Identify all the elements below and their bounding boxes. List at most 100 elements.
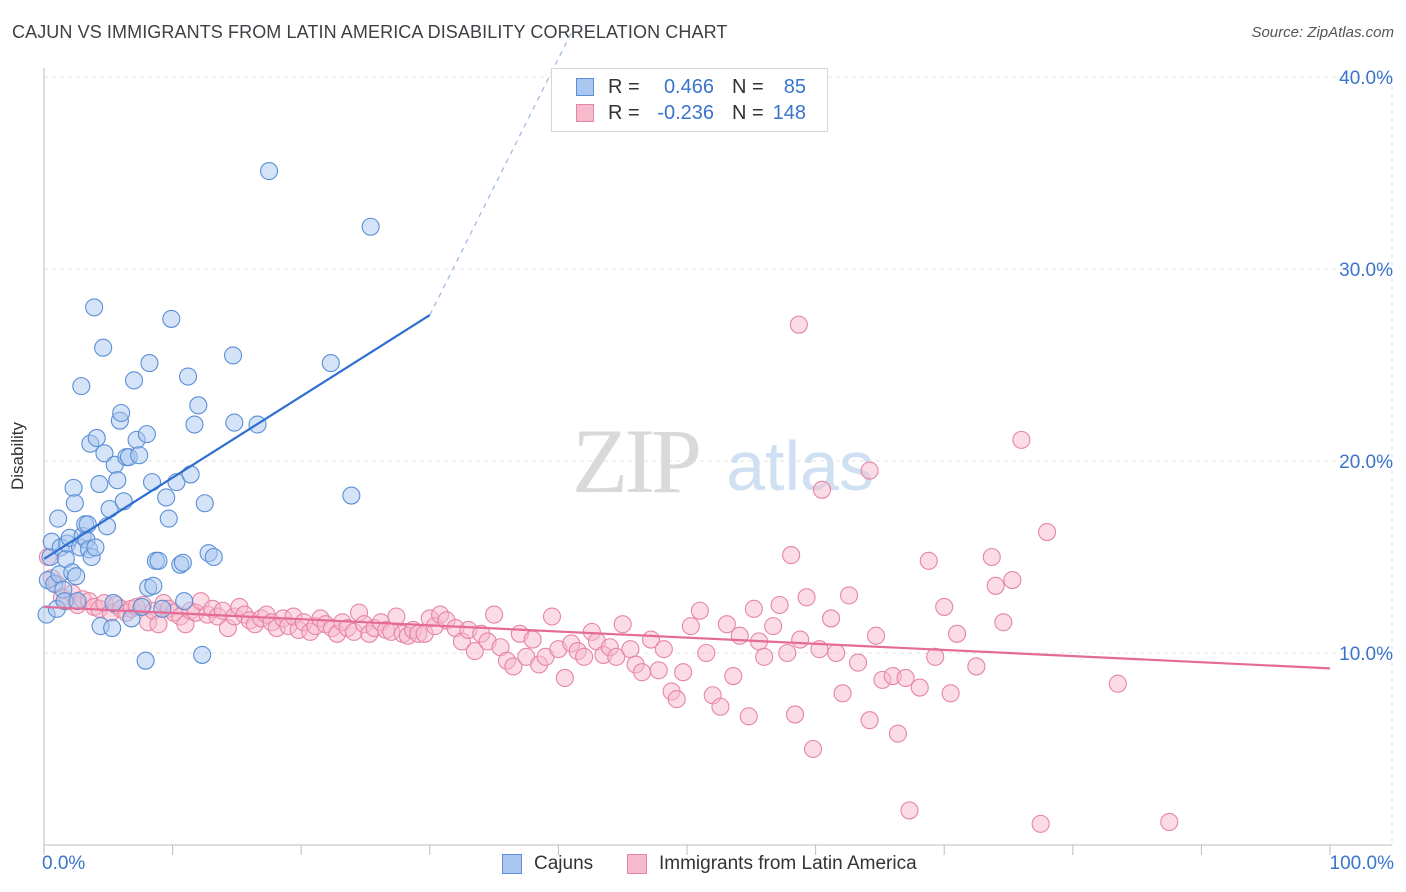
legend-n-label: N = [732, 101, 764, 124]
y-tick-label-10: 10.0% [1339, 644, 1393, 665]
cajun-point-81 [361, 217, 380, 236]
legend-swatch-cajuns [576, 78, 594, 96]
cajun-point-15 [64, 478, 83, 497]
cajun-point-40 [108, 471, 127, 490]
latin-america-point-162 [1160, 812, 1179, 832]
cajun-point-72 [195, 494, 214, 513]
trend-line-cajuns-extension [429, 32, 572, 316]
series-legend: Cajuns Immigrants from Latin America [0, 853, 1406, 877]
series-legend-label-latin-america: Immigrants from Latin America [659, 853, 917, 874]
cajun-point-17 [67, 567, 86, 586]
latin-america-point-84 [504, 657, 523, 676]
latin-america-point-87 [523, 630, 542, 649]
cajun-point-49 [130, 446, 149, 465]
latin-america-point-120 [744, 599, 763, 618]
latin-america-point-128 [791, 630, 810, 649]
legend-row-latin-america: R = -0.236 N = 148 [576, 101, 806, 125]
latin-america-point-133 [827, 643, 846, 663]
latin-america-point-141 [888, 724, 907, 743]
latin-america-point-160 [900, 801, 919, 820]
y-tick-label-40: 40.0% [1339, 68, 1393, 89]
latin-america-point-144 [919, 551, 938, 570]
latin-america-point-150 [982, 547, 1001, 567]
latin-america-point-65 [387, 607, 406, 626]
latin-america-point-155 [1038, 522, 1057, 542]
cajun-point-76 [225, 413, 244, 432]
legend-row-cajuns: R = 0.466 N = 85 [576, 75, 806, 99]
cajun-point-71 [193, 645, 212, 664]
latin-america-point-100 [607, 647, 626, 666]
legend-swatch-latin-america [576, 104, 594, 122]
cajun-point-65 [173, 553, 192, 572]
latin-america-point-130 [803, 739, 823, 759]
latin-america-point-122 [755, 647, 774, 666]
cajun-point-38 [104, 594, 123, 613]
cajun-point-34 [95, 444, 114, 463]
cajun-point-47 [124, 371, 144, 390]
cajun-point-61 [159, 509, 178, 528]
cajun-point-62 [162, 309, 181, 328]
cajun-point-70 [189, 396, 208, 415]
latin-america-point-161 [1031, 814, 1050, 833]
latin-america-point-125 [778, 643, 797, 663]
latin-america-point-156 [1108, 674, 1127, 693]
cajun-point-66 [175, 592, 194, 611]
watermark-atlas: atlas [726, 427, 874, 505]
cajun-point-80 [342, 486, 361, 505]
series-legend-label-cajuns: Cajuns [534, 853, 594, 874]
cajun-point-75 [223, 346, 243, 365]
latin-america-point-142 [896, 668, 915, 688]
latin-america-point-158 [860, 461, 879, 480]
cajun-point-42 [112, 403, 131, 423]
cajun-point-52 [137, 425, 156, 444]
series-legend-latin-america: Immigrants from Latin America [627, 853, 917, 875]
latin-america-point-112 [690, 601, 709, 620]
latin-america-point-138 [866, 626, 886, 645]
cajun-point-6 [49, 509, 68, 528]
series-legend-swatch-latin-america [627, 854, 647, 874]
latin-america-point-157 [812, 480, 832, 499]
series-cajuns-points [37, 162, 380, 670]
cajun-point-46 [122, 609, 141, 628]
cajun-point-37 [103, 618, 122, 638]
latin-america-point-123 [764, 617, 783, 636]
cajun-point-79 [321, 354, 340, 373]
series-latin-america-points [38, 315, 1179, 833]
cajun-point-67 [178, 367, 198, 386]
latin-america-point-119 [739, 707, 758, 726]
latin-america-point-107 [654, 640, 673, 659]
cajun-point-16 [65, 494, 84, 513]
latin-america-point-111 [681, 617, 700, 636]
latin-america-point-132 [821, 609, 841, 628]
y-tick-label-20: 20.0% [1339, 452, 1393, 473]
cajun-point-30 [87, 428, 106, 448]
latin-america-point-124 [770, 595, 789, 615]
cajun-point-60 [157, 488, 176, 507]
latin-america-point-129 [797, 588, 816, 607]
legend-n-value: 85 [783, 75, 806, 98]
cajun-point-54 [140, 354, 159, 373]
cajun-point-20 [72, 377, 91, 396]
latin-america-point-115 [711, 697, 730, 716]
latin-america-point-159 [789, 315, 808, 334]
latin-america-point-149 [967, 657, 986, 676]
latin-america-point-106 [649, 661, 668, 680]
cajun-point-78 [259, 162, 279, 181]
latin-america-point-127 [785, 705, 805, 724]
cajun-point-59 [153, 599, 172, 618]
latin-america-point-95 [575, 647, 594, 666]
source-label: Source: ZipAtlas.com [1251, 24, 1394, 41]
y-tick-labels: 10.0% 20.0% 30.0% 40.0% [1339, 68, 1393, 665]
axes [43, 68, 1392, 855]
latin-america-point-102 [621, 640, 640, 659]
cajun-point-51 [136, 651, 155, 670]
latin-america-point-109 [667, 690, 686, 709]
latin-america-point-135 [839, 586, 859, 605]
legend-n-value: 148 [772, 101, 806, 124]
latin-america-point-90 [542, 607, 562, 626]
legend-r-value: -0.236 [657, 101, 714, 124]
latin-america-point-151 [986, 576, 1005, 595]
latin-america-point-134 [833, 684, 852, 703]
latin-america-point-143 [910, 678, 929, 697]
